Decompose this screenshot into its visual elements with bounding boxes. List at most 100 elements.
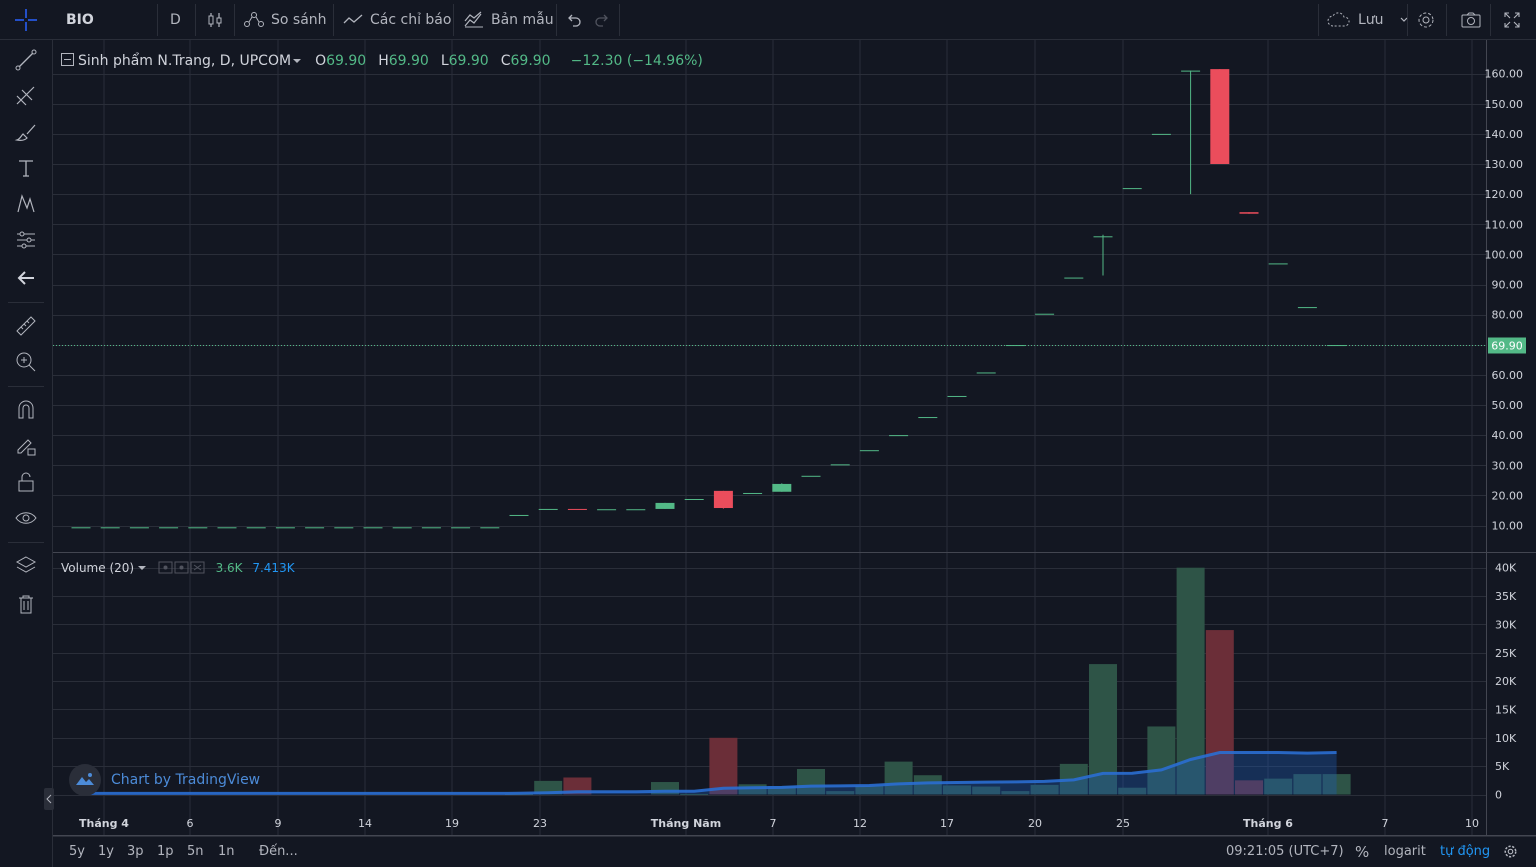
volume-bar[interactable] (1293, 774, 1322, 795)
prediction-tool[interactable] (10, 224, 42, 256)
candle[interactable] (1297, 307, 1317, 309)
candle[interactable] (246, 527, 266, 529)
volume-bar[interactable] (680, 793, 709, 795)
log-toggle[interactable]: logarit (1384, 836, 1426, 867)
volume-bar[interactable] (1205, 630, 1234, 795)
candle[interactable] (421, 527, 441, 529)
candle[interactable] (743, 492, 763, 494)
volume-bar[interactable] (884, 761, 913, 795)
candle[interactable] (1093, 236, 1113, 238)
candle[interactable] (1210, 69, 1230, 164)
candle[interactable] (947, 395, 967, 397)
symbol-full-name[interactable]: Sinh phẩm N.Trang, D, UPCOM (78, 53, 292, 69)
range-3p[interactable]: 3p (127, 836, 144, 867)
settings-button[interactable] (1416, 0, 1442, 40)
volume-bar[interactable] (1235, 780, 1263, 795)
volume-bar[interactable] (738, 784, 767, 795)
candle[interactable] (684, 498, 704, 500)
candle[interactable] (1064, 277, 1084, 279)
volume-bar[interactable] (913, 775, 942, 795)
lock-tool[interactable] (10, 466, 42, 498)
compare-button[interactable]: So sánh (243, 0, 327, 40)
candle[interactable] (597, 509, 617, 511)
volume-bar[interactable] (972, 786, 1001, 795)
candle[interactable] (772, 483, 792, 492)
candle[interactable] (451, 527, 471, 529)
candle[interactable] (830, 464, 850, 466)
candle[interactable] (567, 508, 587, 510)
redo-button[interactable] (594, 0, 616, 40)
collapse-legend-icon[interactable] (61, 53, 74, 66)
candle[interactable] (159, 527, 179, 529)
range-5n[interactable]: 5n (187, 836, 204, 867)
caret-down-icon[interactable] (293, 57, 302, 65)
visibility-tool[interactable] (10, 502, 42, 534)
range-1y[interactable]: 1y (98, 836, 114, 867)
volume-bar[interactable] (1322, 774, 1351, 795)
volume-bar[interactable] (767, 785, 796, 795)
candle[interactable] (217, 527, 237, 529)
remove-drawings-tool[interactable] (10, 588, 42, 620)
volume-bar[interactable] (1118, 787, 1147, 795)
chart-canvas[interactable]: 10.0020.0030.0040.0050.0060.0070.0080.00… (53, 40, 1536, 836)
study-controls-icon[interactable] (158, 561, 206, 574)
candle[interactable] (392, 527, 412, 529)
percent-toggle[interactable]: % (1355, 836, 1369, 867)
volume-bar[interactable] (709, 737, 738, 795)
candle[interactable] (1268, 263, 1288, 265)
crosshair-tool[interactable] (13, 0, 45, 40)
chart-style-button[interactable] (206, 0, 230, 40)
candle[interactable] (1239, 212, 1259, 214)
trend-line-tool[interactable] (10, 44, 42, 76)
volume-bar[interactable] (1030, 784, 1059, 795)
ruler-tool[interactable] (10, 310, 42, 342)
candle[interactable] (100, 527, 120, 529)
magnet-tool[interactable] (10, 394, 42, 426)
symbol-search[interactable]: BIO (66, 0, 151, 40)
text-tool[interactable] (10, 152, 42, 184)
candle[interactable] (538, 508, 558, 510)
candle[interactable] (859, 450, 879, 452)
volume-name[interactable]: Volume (20) (61, 561, 135, 575)
range-1n[interactable]: 1n (218, 836, 235, 867)
volume-bar[interactable] (826, 791, 855, 795)
clock[interactable]: 09:21:05 (UTC+7) (1226, 836, 1344, 867)
candle[interactable] (626, 509, 646, 511)
candle[interactable] (334, 527, 354, 529)
candle[interactable] (129, 527, 149, 529)
volume-bar[interactable] (563, 777, 592, 795)
volume-bar[interactable] (943, 785, 971, 795)
volume-bar[interactable] (797, 768, 825, 795)
fib-tool[interactable] (10, 80, 42, 112)
candle[interactable] (1327, 345, 1347, 347)
templates-button[interactable]: Bản mẫu (463, 0, 554, 40)
save-button[interactable]: Lưu (1326, 0, 1416, 40)
candle[interactable] (71, 527, 91, 529)
tradingview-watermark[interactable]: Chart by TradingView (68, 763, 260, 797)
candle[interactable] (1151, 133, 1171, 135)
candle[interactable] (1035, 313, 1055, 315)
fullscreen-button[interactable] (1503, 0, 1527, 40)
brush-tool[interactable] (10, 116, 42, 148)
caret-down-icon[interactable] (137, 564, 146, 572)
undo-button[interactable] (566, 0, 588, 40)
candle[interactable] (1005, 345, 1025, 347)
interval-button[interactable]: D (170, 0, 181, 40)
candle[interactable] (305, 527, 325, 529)
candle[interactable] (363, 527, 383, 529)
scale-settings-button[interactable] (1503, 836, 1518, 867)
candle[interactable] (1122, 188, 1142, 190)
volume-bar[interactable] (1264, 778, 1293, 795)
candle[interactable] (275, 527, 295, 529)
candle[interactable] (976, 372, 996, 374)
back-tool[interactable] (10, 262, 42, 294)
candle[interactable] (509, 514, 529, 516)
candle[interactable] (188, 527, 208, 529)
candle[interactable] (655, 502, 675, 509)
goto-date-button[interactable]: Đến... (259, 836, 298, 867)
snapshot-button[interactable] (1460, 0, 1488, 40)
pattern-tool[interactable] (10, 188, 42, 220)
auto-toggle[interactable]: tự động (1440, 836, 1490, 867)
volume-ma-line[interactable] (81, 751, 1337, 795)
stay-drawing-tool[interactable] (10, 430, 42, 462)
